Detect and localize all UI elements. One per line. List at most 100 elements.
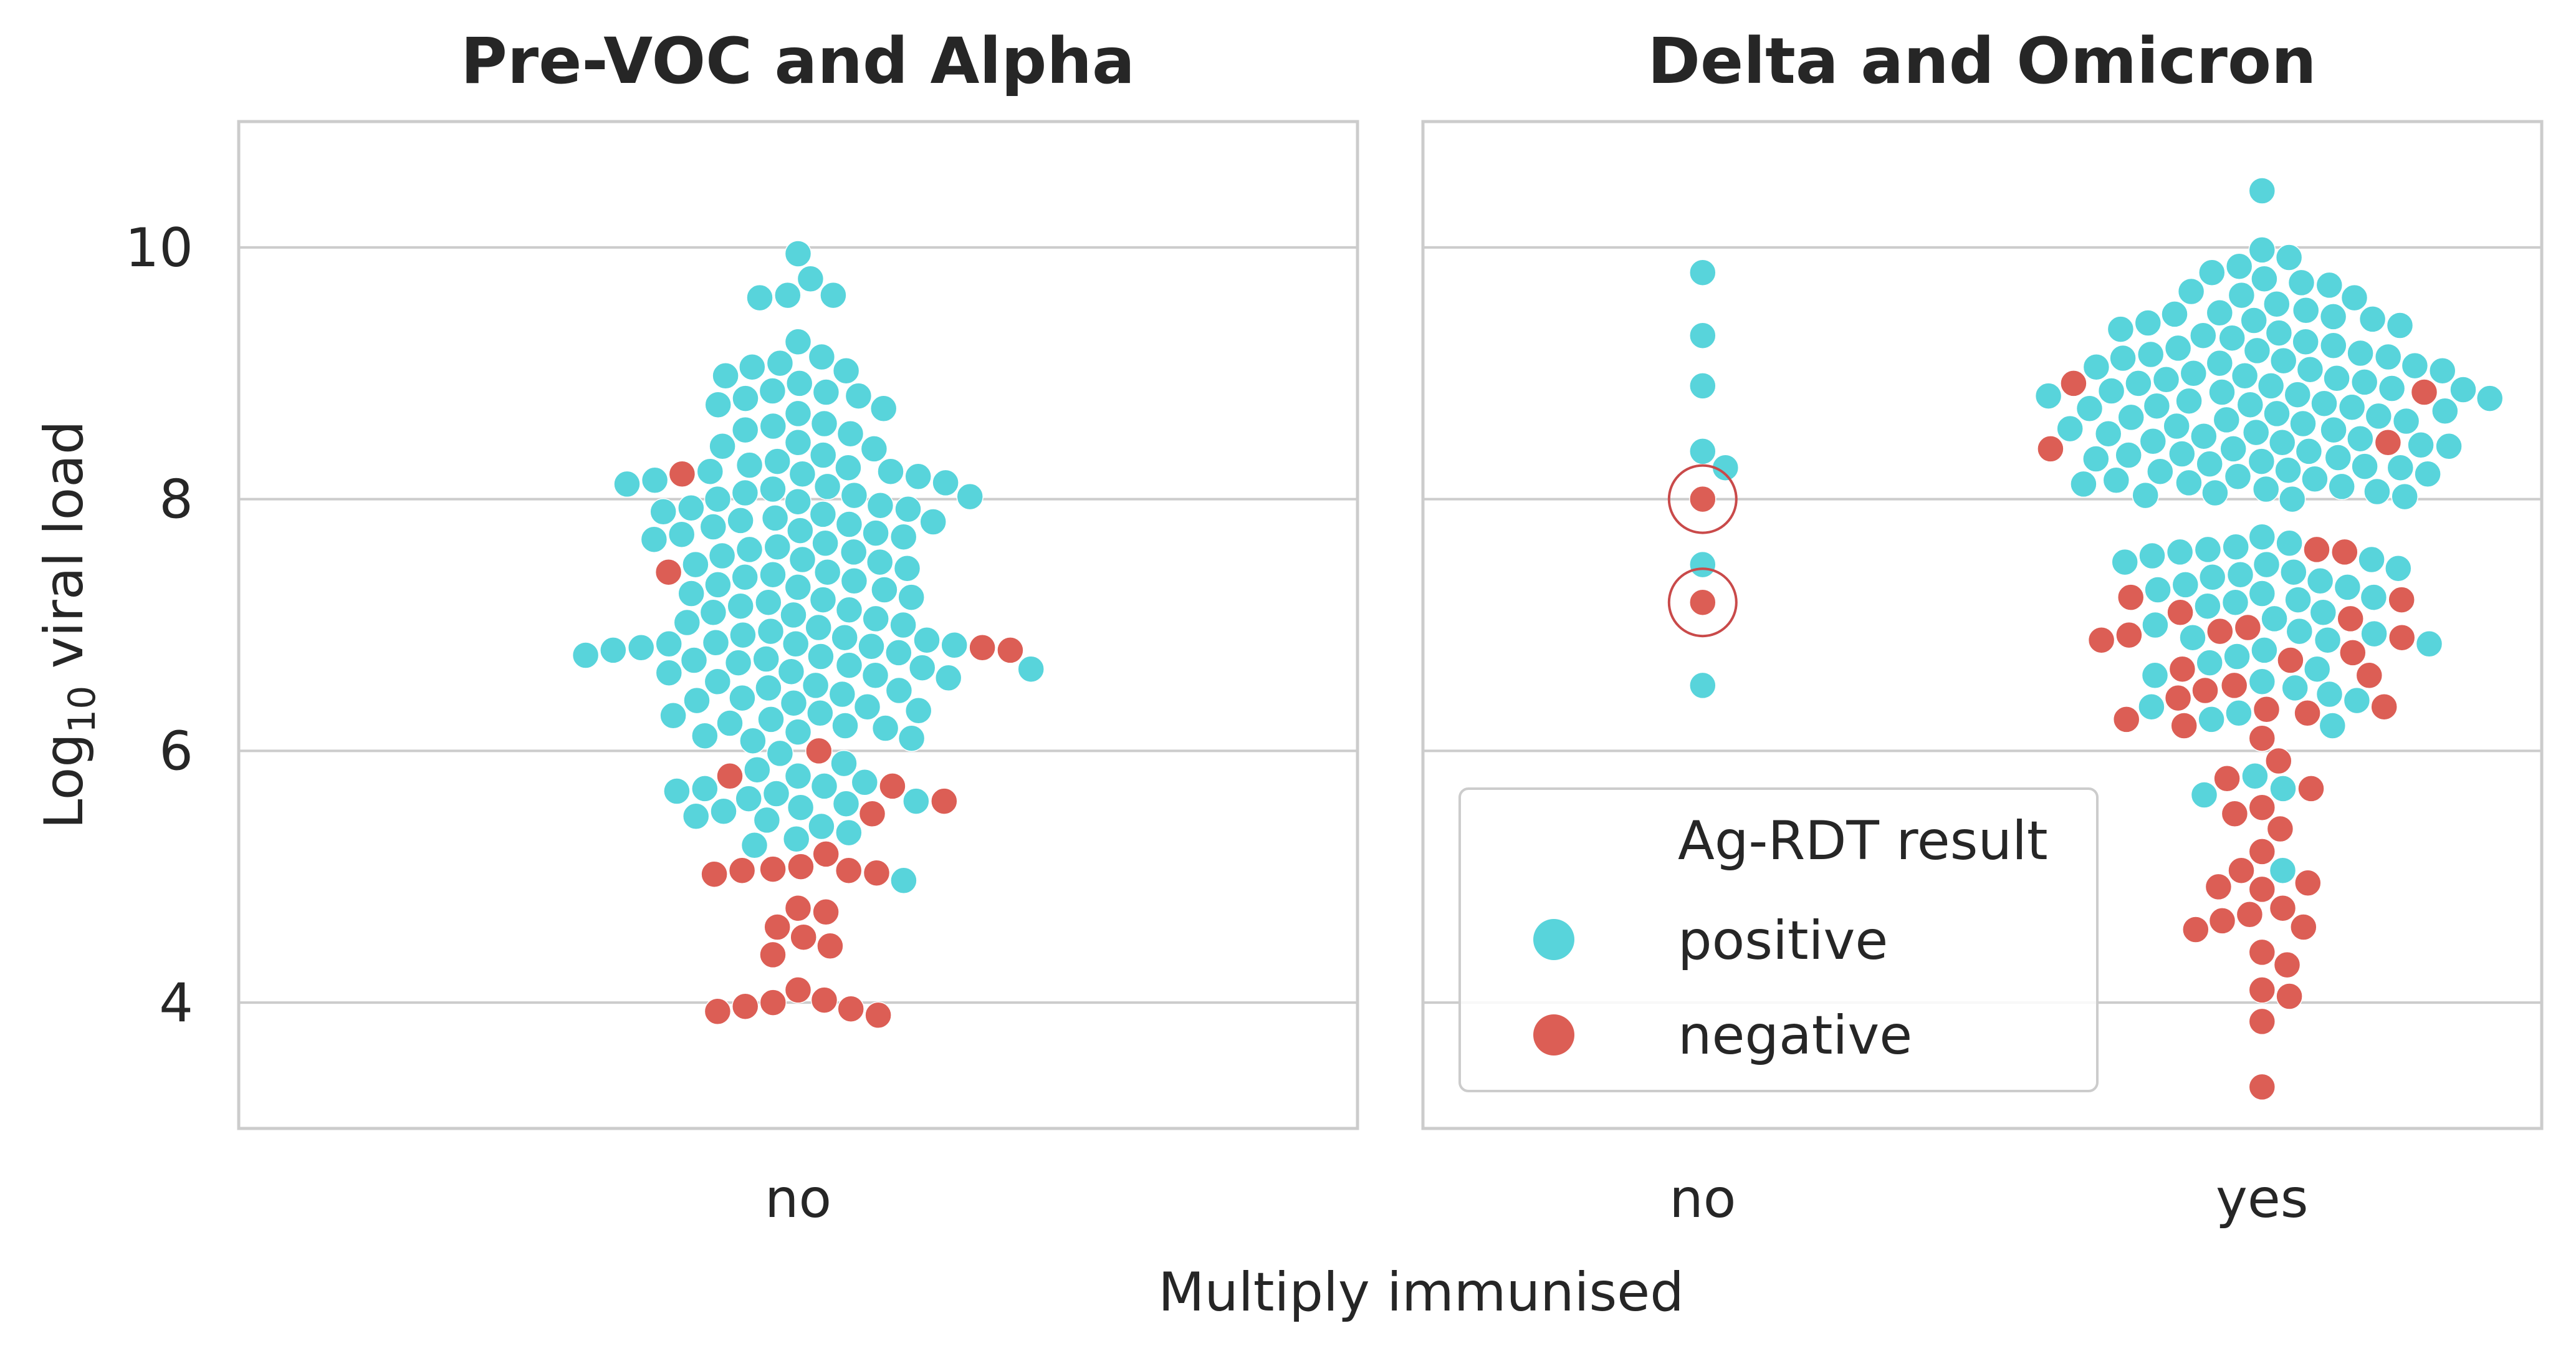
- data-point-positive: [2286, 617, 2314, 645]
- data-point-positive: [2334, 574, 2362, 601]
- data-point-negative: [2182, 916, 2210, 943]
- data-point-positive: [809, 441, 837, 469]
- data-point-positive: [785, 370, 813, 397]
- data-point-positive: [893, 554, 921, 582]
- data-point-negative: [2112, 706, 2140, 733]
- data-point-positive: [752, 645, 780, 673]
- data-point-negative: [864, 1001, 892, 1029]
- data-point-positive: [2303, 655, 2331, 683]
- data-point-positive: [956, 483, 984, 511]
- data-point-positive: [2284, 586, 2312, 613]
- data-point-positive: [682, 551, 709, 579]
- data-point-negative: [2303, 536, 2330, 564]
- data-point-positive: [755, 674, 782, 702]
- data-point-positive: [784, 240, 812, 267]
- data-point-positive: [2251, 637, 2278, 664]
- data-point-positive: [1017, 655, 1045, 683]
- data-point-positive: [934, 664, 962, 692]
- data-point-negative: [2170, 712, 2198, 739]
- legend-negative-marker: [1533, 1014, 1574, 1056]
- data-point-positive: [668, 521, 696, 548]
- legend-box: [1458, 787, 2099, 1092]
- data-point-positive: [774, 281, 802, 309]
- data-point-negative: [2248, 794, 2276, 821]
- data-point-positive: [2125, 370, 2152, 397]
- data-point-positive: [764, 533, 792, 561]
- data-point-positive: [2391, 483, 2418, 511]
- data-point-positive: [2274, 456, 2302, 484]
- data-point-positive: [2168, 440, 2196, 468]
- legend-title: Ag-RDT result: [1678, 810, 2048, 872]
- data-point-positive: [2248, 177, 2276, 204]
- data-point-negative: [2337, 605, 2364, 633]
- data-point-negative: [1689, 485, 1717, 513]
- data-point-positive: [2319, 712, 2347, 739]
- data-point-positive: [866, 491, 894, 519]
- data-point-negative: [784, 976, 812, 1004]
- data-point-negative: [2248, 875, 2276, 903]
- data-point-positive: [830, 749, 858, 777]
- data-point-negative: [837, 995, 864, 1022]
- data-point-positive: [2248, 668, 2276, 696]
- data-point-positive: [2340, 284, 2368, 312]
- data-point-negative: [931, 787, 958, 815]
- data-point-positive: [877, 458, 904, 485]
- data-point-positive: [862, 519, 889, 547]
- data-point-positive: [2385, 554, 2412, 582]
- panel-left-swarm: [572, 240, 1045, 1029]
- data-point-positive: [885, 639, 912, 666]
- panel-left: Pre-VOC and Alpha no: [237, 24, 1359, 1230]
- data-point-negative: [2248, 838, 2276, 865]
- data-point-positive: [2265, 319, 2293, 347]
- data-point-positive: [2218, 324, 2246, 352]
- data-point-positive: [903, 787, 930, 815]
- data-point-positive: [731, 416, 759, 444]
- data-point-positive: [2225, 252, 2253, 280]
- data-point-positive: [708, 542, 736, 570]
- data-point-positive: [2374, 343, 2402, 371]
- data-point-positive: [2208, 378, 2236, 406]
- data-point-positive: [2141, 661, 2169, 690]
- data-point-positive: [757, 706, 785, 733]
- data-point-negative: [764, 913, 791, 941]
- data-point-positive: [2175, 387, 2203, 415]
- data-point-negative: [835, 857, 863, 884]
- data-point-negative: [668, 460, 696, 488]
- data-point-positive: [2097, 377, 2125, 405]
- data-point-negative: [2236, 901, 2264, 928]
- legend: Ag-RDT result positive negative: [1458, 787, 2099, 1092]
- data-point-positive: [835, 596, 863, 624]
- data-point-positive: [813, 473, 841, 501]
- data-point-positive: [2314, 626, 2342, 654]
- data-point-positive: [782, 825, 810, 853]
- data-point-positive: [2138, 542, 2166, 570]
- data-point-positive: [1689, 322, 1717, 349]
- data-point-positive: [696, 458, 724, 485]
- data-point-positive: [2196, 649, 2223, 676]
- data-point-positive: [2248, 580, 2276, 607]
- y-axis-label-prefix: Log: [33, 733, 95, 829]
- data-point-positive: [678, 494, 705, 522]
- x-tick-label: yes: [2216, 1168, 2309, 1230]
- data-point-positive: [840, 567, 868, 595]
- data-point-positive: [2111, 548, 2138, 576]
- data-point-positive: [2166, 538, 2194, 566]
- data-point-positive: [699, 513, 727, 541]
- data-point-positive: [2034, 382, 2062, 410]
- y-tick-label: 8: [159, 469, 193, 531]
- data-point-positive: [894, 496, 922, 523]
- data-point-positive: [802, 671, 830, 700]
- data-point-positive: [663, 777, 691, 805]
- data-point-positive: [2223, 643, 2251, 670]
- data-point-positive: [1689, 671, 1717, 700]
- data-point-positive: [2292, 328, 2319, 356]
- data-point-positive: [784, 574, 812, 601]
- data-point-positive: [835, 819, 863, 847]
- data-point-positive: [2261, 605, 2288, 633]
- data-point-positive: [813, 558, 841, 586]
- data-point-negative: [2248, 976, 2276, 1004]
- data-point-negative: [816, 932, 844, 960]
- data-point-positive: [2222, 533, 2249, 561]
- data-point-positive: [2257, 372, 2285, 400]
- data-point-positive: [2221, 589, 2249, 616]
